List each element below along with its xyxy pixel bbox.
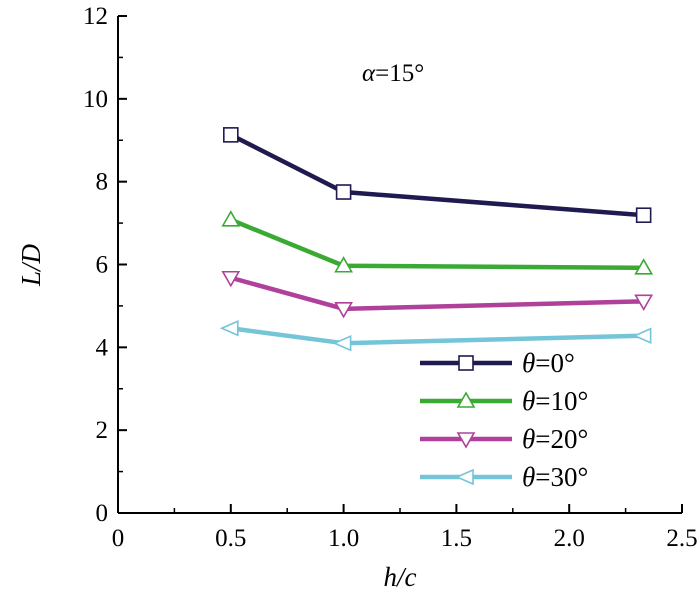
legend-label: θ=30° — [522, 462, 588, 492]
legend-marker — [456, 391, 476, 408]
data-point — [219, 320, 239, 337]
data-point — [635, 207, 652, 224]
series — [221, 270, 654, 319]
series — [221, 210, 654, 275]
x-tick-label: 1.5 — [441, 525, 472, 552]
legend-entry: θ=0° — [420, 348, 575, 378]
data-point — [221, 210, 241, 227]
y-tick-label: 12 — [83, 3, 108, 30]
data-point — [634, 294, 654, 311]
data-point — [334, 302, 353, 319]
legend-label: θ=20° — [522, 424, 588, 454]
series-line — [229, 217, 644, 271]
data-point — [223, 127, 239, 143]
legend-label: θ=10° — [522, 386, 588, 416]
alpha-annotation: α=15° — [362, 60, 424, 87]
data-point — [332, 334, 352, 352]
data-point — [335, 184, 352, 200]
series-line — [229, 132, 644, 218]
y-tick-label: 8 — [96, 169, 109, 196]
legend-label: θ=0° — [522, 348, 575, 378]
x-tick-label: 1.0 — [328, 525, 359, 552]
data-point — [221, 270, 241, 288]
y-axis-label: L/D — [16, 243, 46, 287]
axes: 0 2 4 6 8 10 12 0 0.5 1.0 1.5 2.0 2.5 — [83, 3, 698, 552]
y-tick-label: 10 — [83, 86, 108, 113]
series-line — [230, 326, 644, 346]
y-tick-label: 0 — [96, 500, 109, 527]
data-point — [632, 327, 652, 344]
x-tick-label: 2.0 — [554, 525, 585, 552]
x-tick-label: 0.5 — [215, 525, 246, 552]
legend: θ=0° θ=10° θ=20° θ=30° — [420, 348, 588, 492]
series — [223, 127, 652, 224]
x-tick-label: 0 — [112, 525, 125, 552]
x-axis-label: h/c — [384, 562, 417, 592]
data-point — [334, 256, 353, 273]
legend-entry: θ=10° — [420, 386, 588, 416]
legend-entry: θ=20° — [420, 424, 588, 454]
y-tick-label: 4 — [96, 334, 109, 361]
legend-marker — [455, 468, 474, 486]
x-tick-label: 2.5 — [666, 525, 697, 552]
legend-marker — [456, 432, 476, 449]
y-tick-label: 2 — [96, 417, 109, 444]
legend-marker — [458, 355, 474, 371]
legend-entry: θ=30° — [420, 462, 588, 492]
y-tick-label: 6 — [96, 252, 109, 279]
series-group — [219, 127, 654, 352]
series-line — [230, 275, 644, 312]
series — [219, 320, 652, 352]
data-point — [634, 258, 654, 275]
